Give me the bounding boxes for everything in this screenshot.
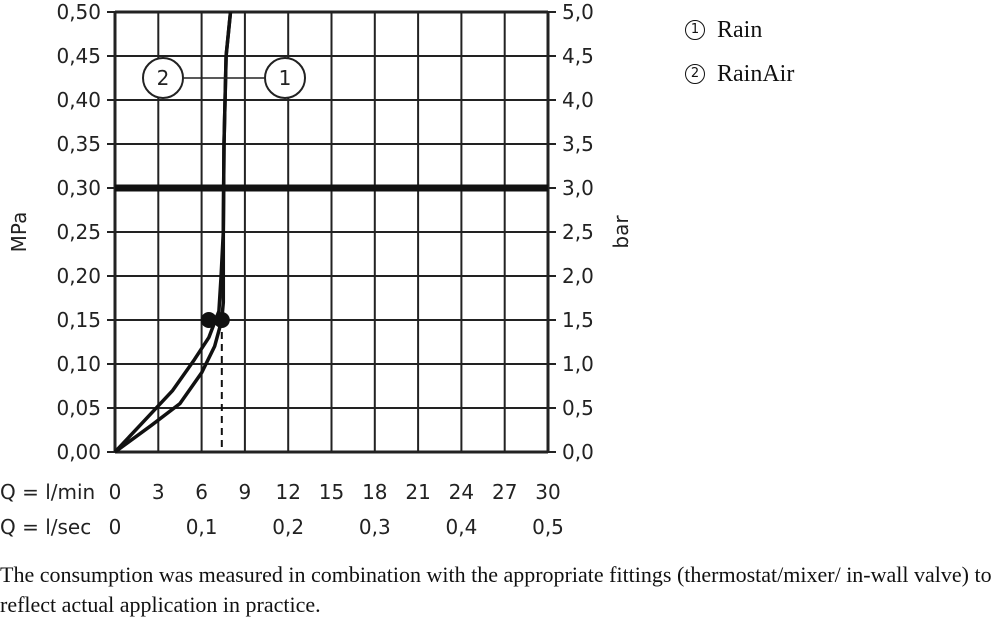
y-tick-label-right: 3,0 xyxy=(562,176,594,200)
x-tick-label: 24 xyxy=(449,480,474,504)
curve-marker-label-rainair: 2 xyxy=(157,66,170,90)
legend-item-rainair: 2 RainAir xyxy=(685,52,794,96)
x-tick-label: 21 xyxy=(405,480,430,504)
operating-points xyxy=(200,312,230,452)
y-tick-label-left: 0,05 xyxy=(56,396,101,420)
y-tick-label-right: 3,5 xyxy=(562,132,594,156)
y-tick-label-right: 2,0 xyxy=(562,264,594,288)
operating-point xyxy=(213,312,230,328)
y-tick-label-right: 0,5 xyxy=(562,396,594,420)
x-tick-label: 3 xyxy=(152,480,165,504)
y-tick-label-right: 2,5 xyxy=(562,220,594,244)
series-line-rainair xyxy=(113,11,233,454)
x-axis-label-secondary: Q = l/sec xyxy=(0,515,91,539)
y-tick-label-left: 0,00 xyxy=(56,440,101,464)
y-tick-label-left: 0,15 xyxy=(56,308,101,332)
y-tick-label-left: 0,50 xyxy=(56,0,101,24)
y-tick-label-left: 0,30 xyxy=(56,176,101,200)
y-tick-label-left: 0,25 xyxy=(56,220,101,244)
x-tick-label: 6 xyxy=(195,480,208,504)
curve-marker-circle-rain xyxy=(264,57,306,99)
y-tick-label-left: 0,45 xyxy=(56,44,101,68)
y-tick-label-right: 4,0 xyxy=(562,88,594,112)
flow-pressure-chart: 0 3 6 9 12 15 18 21 24 27 300,00 0,00,05 0,50,10 1,00… xyxy=(0,0,633,539)
legend-item-rain: 1 Rain xyxy=(685,8,794,52)
x-tick-label: 0 xyxy=(109,480,122,504)
y-tick-label-right: 1,0 xyxy=(562,352,594,376)
legend-number: 1 xyxy=(685,20,705,40)
curve-marker-circle-rainair xyxy=(142,57,184,99)
y-tick-label-right: 4,5 xyxy=(562,44,594,68)
legend-label: Rain xyxy=(717,16,763,43)
legend-number: 2 xyxy=(685,64,705,84)
x-tick-label: 12 xyxy=(275,480,300,504)
grid xyxy=(107,10,556,454)
legend-label: RainAir xyxy=(717,60,795,87)
y-tick-label-left: 0,40 xyxy=(56,88,101,112)
y-tick-label-left: 0,35 xyxy=(56,132,101,156)
x-tick-label-secondary: 0,1 xyxy=(186,515,218,539)
x-tick-label-secondary: 0,2 xyxy=(272,515,304,539)
x-tick-label: 18 xyxy=(362,480,387,504)
x-tick-label: 30 xyxy=(535,480,560,504)
x-axis-label: Q = l/min xyxy=(0,480,95,504)
x-tick-label-secondary: 0 xyxy=(109,515,122,539)
y-tick-label-left: 0,20 xyxy=(56,264,101,288)
tick-labels: 0 3 6 9 12 15 18 21 24 27 300,00 0,00,05 0,50,10 1,00… xyxy=(56,0,593,539)
y-axis-label-left: MPa xyxy=(7,212,31,253)
x-tick-label-secondary: 0,3 xyxy=(359,515,391,539)
y-tick-label-left: 0,10 xyxy=(56,352,101,376)
x-tick-label: 15 xyxy=(319,480,344,504)
curve-marker-label-rain: 1 xyxy=(279,66,292,90)
x-tick-label-secondary: 0,4 xyxy=(445,515,477,539)
y-tick-label-right: 5,0 xyxy=(562,0,594,24)
y-tick-label-right: 1,5 xyxy=(562,308,594,332)
x-tick-label-secondary: 0,5 xyxy=(532,515,564,539)
y-axis-label-right: bar xyxy=(609,215,633,249)
legend: 1 Rain 2 RainAir xyxy=(685,8,794,96)
operating-point xyxy=(200,312,217,328)
x-tick-label: 9 xyxy=(239,480,252,504)
y-tick-label-right: 0,0 xyxy=(562,440,594,464)
x-tick-label: 27 xyxy=(492,480,517,504)
measurement-note: The consumption was measured in combinat… xyxy=(0,562,992,617)
